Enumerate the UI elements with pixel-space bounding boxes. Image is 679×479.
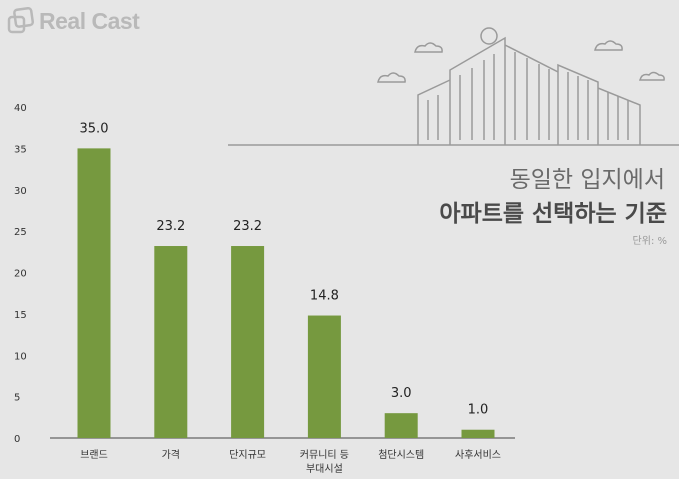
y-tick-label: 0 xyxy=(14,434,20,445)
y-tick-label: 10 xyxy=(14,351,27,362)
y-tick-label: 35 xyxy=(14,144,27,155)
x-tick-label: 브랜드 xyxy=(80,449,108,461)
bar xyxy=(77,148,111,438)
data-label: 23.2 xyxy=(156,219,185,234)
x-tick-label: 단지규모 xyxy=(229,449,266,461)
city-illustration xyxy=(228,27,679,146)
logo: Real Cast xyxy=(6,6,140,36)
data-label: 3.0 xyxy=(391,386,412,401)
x-tick-label: 커뮤니티 등 xyxy=(300,449,349,461)
title-line-1: 동일한 입지에서 xyxy=(509,167,665,193)
bar xyxy=(461,429,495,438)
bar xyxy=(231,246,265,438)
data-label: 23.2 xyxy=(233,219,262,234)
x-tick-label: 가격 xyxy=(162,448,180,461)
x-tick-label: 사후서비스 xyxy=(455,449,501,461)
y-tick-label: 15 xyxy=(14,310,27,321)
brand-name: Real Cast xyxy=(39,7,140,34)
bar xyxy=(384,413,418,438)
x-tick-label: 첨단시스템 xyxy=(378,449,424,461)
data-label: 35.0 xyxy=(80,121,109,136)
data-label: 1.0 xyxy=(468,403,489,418)
bar xyxy=(154,246,188,438)
y-tick-label: 5 xyxy=(14,393,20,404)
y-tick-label: 25 xyxy=(14,227,27,238)
y-tick-label: 30 xyxy=(14,186,27,197)
unit-label: 단위: % xyxy=(632,236,667,247)
logo-squares-icon xyxy=(7,6,35,34)
x-tick-label: 부대시설 xyxy=(306,463,343,475)
y-tick-label: 40 xyxy=(14,103,27,114)
bar xyxy=(307,315,341,438)
y-tick-label: 20 xyxy=(14,269,27,280)
title-line-2: 아파트를 선택하는 기준 xyxy=(439,201,667,227)
data-label: 14.8 xyxy=(310,289,339,304)
